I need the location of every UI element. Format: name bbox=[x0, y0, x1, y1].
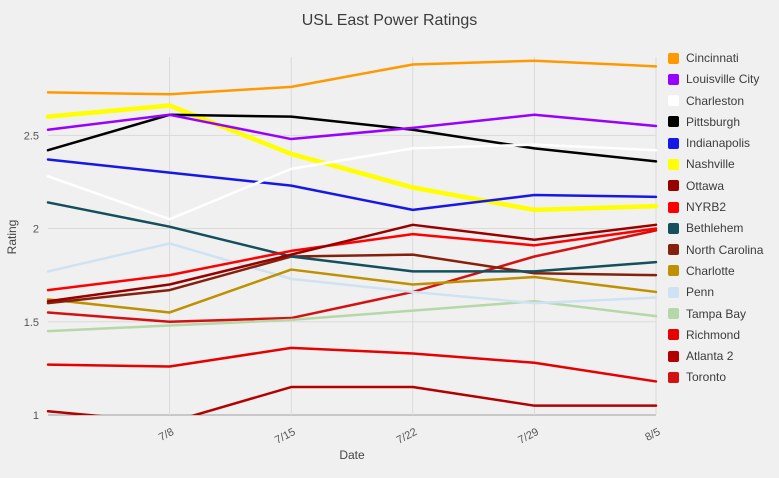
series-line-ottawa bbox=[46, 223, 658, 303]
series-line-louisville-city bbox=[46, 113, 658, 141]
legend-marker-pittsburgh bbox=[668, 116, 679, 128]
series-line-cincinnati bbox=[46, 59, 658, 96]
legend-item-toronto: Toronto bbox=[668, 370, 778, 385]
legend-marker-ottawa bbox=[668, 180, 679, 192]
series-line-nyrb2 bbox=[46, 227, 658, 292]
legend-item-tampa-bay: Tampa Bay bbox=[668, 306, 778, 321]
series-line-atlanta-2 bbox=[46, 385, 658, 415]
legend-label-nashville: Nashville bbox=[686, 157, 735, 172]
legend-item-bethlehem: Bethlehem bbox=[668, 221, 778, 236]
chart-title: USL East Power Ratings bbox=[301, 12, 478, 29]
legend-item-nyrb2: NYRB2 bbox=[668, 200, 778, 215]
x-tick-label: 7/8 bbox=[157, 426, 176, 444]
legend-item-ottawa: Ottawa bbox=[668, 178, 778, 193]
series-line-indianapolis bbox=[46, 158, 658, 212]
legend-label-charlotte: Charlotte bbox=[686, 263, 735, 278]
tick-labels: 1 1.5 2 2.5 7/8 7/15 7/22 7/29 8/5 bbox=[24, 130, 663, 446]
legend-item-charlotte: Charlotte bbox=[668, 263, 778, 278]
legend-item-richmond: Richmond bbox=[668, 327, 778, 342]
legend-marker-louisville-city bbox=[668, 73, 679, 85]
series-line-charleston bbox=[46, 143, 658, 221]
series-line-bethlehem bbox=[46, 201, 658, 273]
x-tick-label: 7/15 bbox=[273, 426, 298, 447]
legend-marker-nashville bbox=[668, 158, 679, 170]
series-line-richmond bbox=[46, 346, 658, 383]
legend-item-north-carolina: North Carolina bbox=[668, 242, 778, 257]
y-axis-title: Rating bbox=[5, 219, 19, 255]
series-line-pittsburgh bbox=[46, 113, 658, 163]
chart-legend: Cincinnati Louisville City Charleston Pitts… bbox=[668, 51, 778, 393]
legend-label-indianapolis: Indianapolis bbox=[686, 136, 751, 151]
legend-label-nyrb2: NYRB2 bbox=[686, 200, 727, 215]
legend-label-north-carolina: North Carolina bbox=[686, 242, 764, 257]
legend-item-indianapolis: Indianapolis bbox=[668, 136, 778, 151]
legend-marker-bethlehem bbox=[668, 222, 679, 234]
series-lines bbox=[45, 59, 659, 415]
legend-item-cincinnati: Cincinnati bbox=[668, 51, 778, 65]
legend-marker-toronto bbox=[668, 371, 679, 383]
legend-marker-richmond bbox=[668, 329, 679, 341]
legend-label-ottawa: Ottawa bbox=[686, 178, 725, 193]
legend-label-cincinnati: Cincinnati bbox=[686, 51, 739, 65]
y-tick-label: 1.5 bbox=[24, 317, 39, 329]
legend-marker-north-carolina bbox=[668, 244, 679, 256]
legend-label-richmond: Richmond bbox=[686, 327, 741, 342]
gridlines bbox=[48, 57, 657, 416]
x-tick-label: 8/5 bbox=[643, 426, 662, 444]
series-line-north-carolina bbox=[46, 253, 658, 305]
legend-label-pittsburgh: Pittsburgh bbox=[686, 114, 741, 129]
series-line-toronto bbox=[46, 229, 658, 324]
legend-marker-atlanta-2 bbox=[668, 350, 679, 362]
legend-marker-nyrb2 bbox=[668, 201, 679, 213]
legend-marker-indianapolis bbox=[668, 137, 679, 149]
y-tick-label: 2 bbox=[33, 224, 39, 236]
legend-label-toronto: Toronto bbox=[686, 370, 727, 385]
legend-item-penn: Penn bbox=[668, 285, 778, 300]
legend-label-bethlehem: Bethlehem bbox=[686, 221, 744, 236]
x-axis-title: Date bbox=[339, 448, 365, 462]
x-tick-label: 7/22 bbox=[395, 426, 420, 447]
legend-label-tampa-bay: Tampa Bay bbox=[686, 306, 747, 321]
legend-item-pittsburgh: Pittsburgh bbox=[668, 114, 778, 129]
y-tick-label: 2.5 bbox=[24, 130, 39, 142]
series-line-charlotte bbox=[46, 268, 658, 314]
legend-item-louisville-city: Louisville City bbox=[668, 72, 778, 87]
series-line-tampa-bay bbox=[46, 300, 658, 333]
x-tick-label: 7/29 bbox=[516, 426, 541, 447]
series-line-nashville bbox=[45, 103, 659, 213]
series-line-penn bbox=[46, 242, 658, 305]
legend-label-louisville-city: Louisville City bbox=[686, 72, 760, 87]
legend-marker-charlotte bbox=[668, 265, 679, 277]
legend-item-charleston: Charleston bbox=[668, 93, 778, 108]
legend-marker-penn bbox=[668, 286, 679, 298]
legend-marker-charleston bbox=[668, 95, 679, 107]
legend-marker-cincinnati bbox=[668, 52, 679, 64]
legend-label-atlanta-2: Atlanta 2 bbox=[686, 349, 734, 364]
legend-label-penn: Penn bbox=[686, 285, 715, 300]
legend-label-charleston: Charleston bbox=[686, 93, 745, 108]
y-tick-label: 1 bbox=[33, 410, 39, 422]
legend-item-nashville: Nashville bbox=[668, 157, 778, 172]
legend-item-atlanta-2: Atlanta 2 bbox=[668, 349, 778, 364]
legend-marker-tampa-bay bbox=[668, 308, 679, 320]
